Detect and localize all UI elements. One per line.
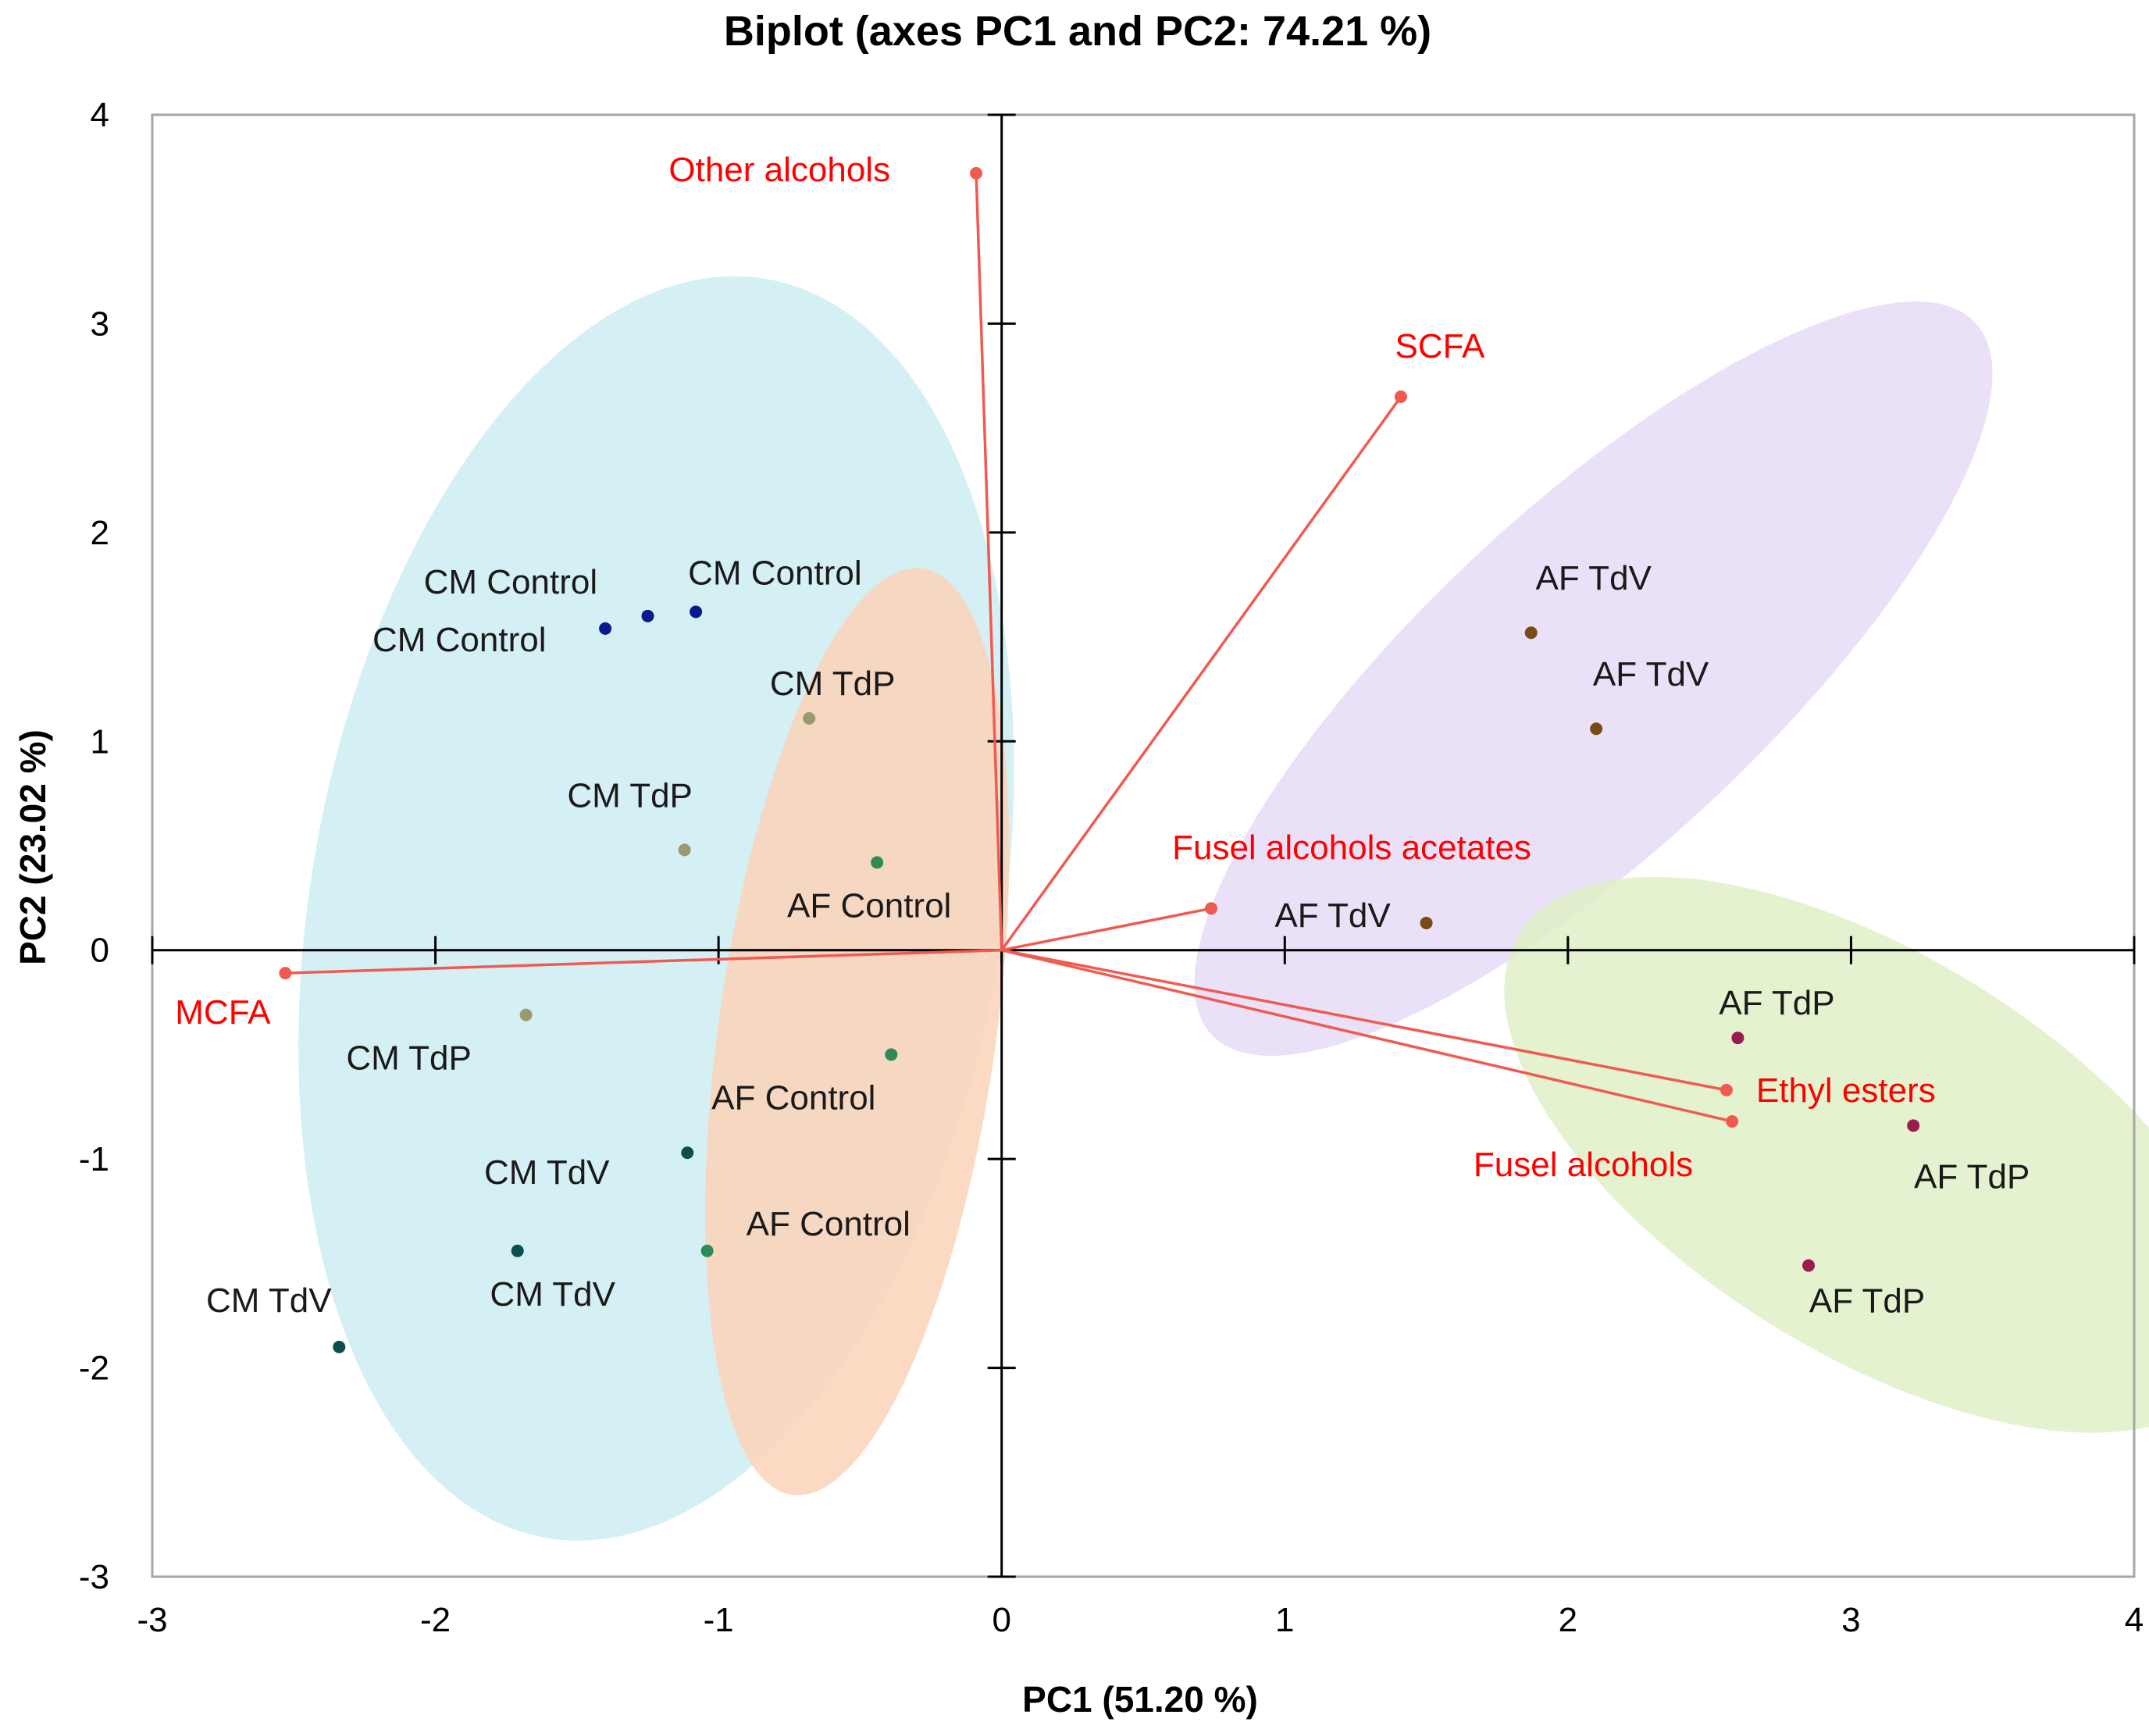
observation-label: CM TdP bbox=[346, 1039, 472, 1078]
observation-point bbox=[599, 622, 612, 635]
x-tick-label: -2 bbox=[420, 1601, 451, 1639]
observation-label: CM TdV bbox=[484, 1153, 610, 1192]
observation-label: CM Control bbox=[424, 563, 598, 601]
observation-label: AF TdP bbox=[1914, 1157, 2030, 1196]
observation-point bbox=[641, 609, 654, 622]
y-tick-label: -3 bbox=[79, 1558, 109, 1596]
observation-label: CM TdP bbox=[770, 665, 896, 703]
y-tick-label: 1 bbox=[91, 722, 109, 761]
tick-labels: -3 -2 -1 0 1 2 3 4 4 3 2 1 0 -1 -2 -3 bbox=[79, 96, 2144, 1639]
observation-point bbox=[1590, 722, 1603, 736]
observation-point bbox=[678, 843, 691, 857]
variable-label: SCFA bbox=[1395, 327, 1485, 365]
observation-point bbox=[333, 1340, 346, 1353]
variable-label: Fusel alcohols bbox=[1474, 1146, 1693, 1184]
variable-vector bbox=[1001, 948, 1727, 1092]
observation-point bbox=[700, 1244, 714, 1257]
x-tick-label: -1 bbox=[704, 1601, 734, 1639]
x-tick-label: -3 bbox=[137, 1601, 167, 1639]
observation-point bbox=[511, 1244, 524, 1257]
center-axes bbox=[151, 113, 2136, 1578]
observation-label: AF TdV bbox=[1274, 897, 1391, 935]
y-tick-label: 0 bbox=[91, 932, 109, 970]
observation-label: CM Control bbox=[688, 554, 862, 592]
x-tick-label: 2 bbox=[1559, 1601, 1577, 1639]
observation-label: AF TdP bbox=[1719, 984, 1834, 1022]
observation-point bbox=[1524, 626, 1538, 640]
observation-points: CM Control CM Control CM Control CM TdP CM T… bbox=[206, 554, 2030, 1353]
group-ellipse bbox=[1194, 301, 1993, 1056]
variable-label: Ethyl esters bbox=[1756, 1071, 1936, 1110]
observation-label: CM Control bbox=[372, 621, 547, 659]
variable-point bbox=[1726, 1115, 1739, 1128]
observation-point bbox=[1731, 1032, 1745, 1045]
observation-point bbox=[681, 1146, 694, 1160]
x-tick-label: 0 bbox=[992, 1601, 1010, 1639]
variable-point bbox=[970, 166, 983, 180]
x-tick-label: 1 bbox=[1275, 1601, 1294, 1639]
observation-label: AF Control bbox=[747, 1205, 911, 1243]
variable-label: Fusel alcohols acetates bbox=[1172, 829, 1531, 867]
observation-label: AF TdV bbox=[1536, 559, 1652, 597]
variable-label: Other alcohols bbox=[668, 151, 890, 189]
observation-label: AF Control bbox=[711, 1078, 875, 1117]
observation-point bbox=[1907, 1119, 1920, 1132]
y-axis-title: PC2 (23.02 %) bbox=[12, 729, 53, 965]
observation-point bbox=[885, 1048, 898, 1061]
x-tick-label: 4 bbox=[2125, 1601, 2144, 1639]
variable-vector bbox=[1001, 907, 1212, 952]
observation-label: AF TdP bbox=[1809, 1282, 1925, 1321]
y-tick-label: 2 bbox=[91, 514, 109, 552]
observation-point bbox=[1420, 916, 1433, 929]
y-tick-label: -1 bbox=[79, 1140, 109, 1178]
y-tick-label: 3 bbox=[91, 305, 109, 343]
confidence-ellipses bbox=[298, 276, 2149, 1541]
y-tick-label: 4 bbox=[91, 96, 109, 134]
y-tick-label: -2 bbox=[79, 1349, 109, 1388]
observation-point bbox=[871, 856, 884, 869]
observation-label: CM TdV bbox=[490, 1275, 615, 1314]
observation-point bbox=[803, 711, 816, 725]
variable-point bbox=[279, 967, 292, 980]
plot-frame bbox=[151, 113, 2136, 1578]
variable-point bbox=[1205, 902, 1218, 915]
variable-vector bbox=[975, 173, 1003, 950]
observation-label: AF TdV bbox=[1593, 655, 1709, 693]
observation-point bbox=[1802, 1259, 1816, 1272]
variable-vector bbox=[1001, 949, 1733, 1123]
observation-label: AF Control bbox=[787, 886, 951, 925]
chart-title: Biplot (axes PC1 and PC2: 74.21 %) bbox=[724, 8, 1431, 55]
observation-point bbox=[690, 605, 703, 618]
x-axis-title: PC1 (51.20 %) bbox=[1022, 1679, 1258, 1720]
variable-vector bbox=[285, 948, 1002, 975]
observation-label: CM TdV bbox=[206, 1282, 332, 1320]
observation-point bbox=[519, 1008, 533, 1021]
group-ellipse bbox=[1504, 876, 2149, 1433]
group-ellipse bbox=[705, 568, 1010, 1495]
variable-point bbox=[1394, 390, 1407, 404]
variable-vectors: Other alcohols SCFA Fusel alcohols acetate… bbox=[175, 151, 1935, 1184]
variable-label: MCFA bbox=[175, 993, 271, 1032]
variable-vector bbox=[1000, 396, 1402, 951]
variable-point bbox=[1720, 1083, 1733, 1096]
observation-label: CM TdP bbox=[567, 776, 693, 815]
x-tick-label: 3 bbox=[1841, 1601, 1860, 1639]
